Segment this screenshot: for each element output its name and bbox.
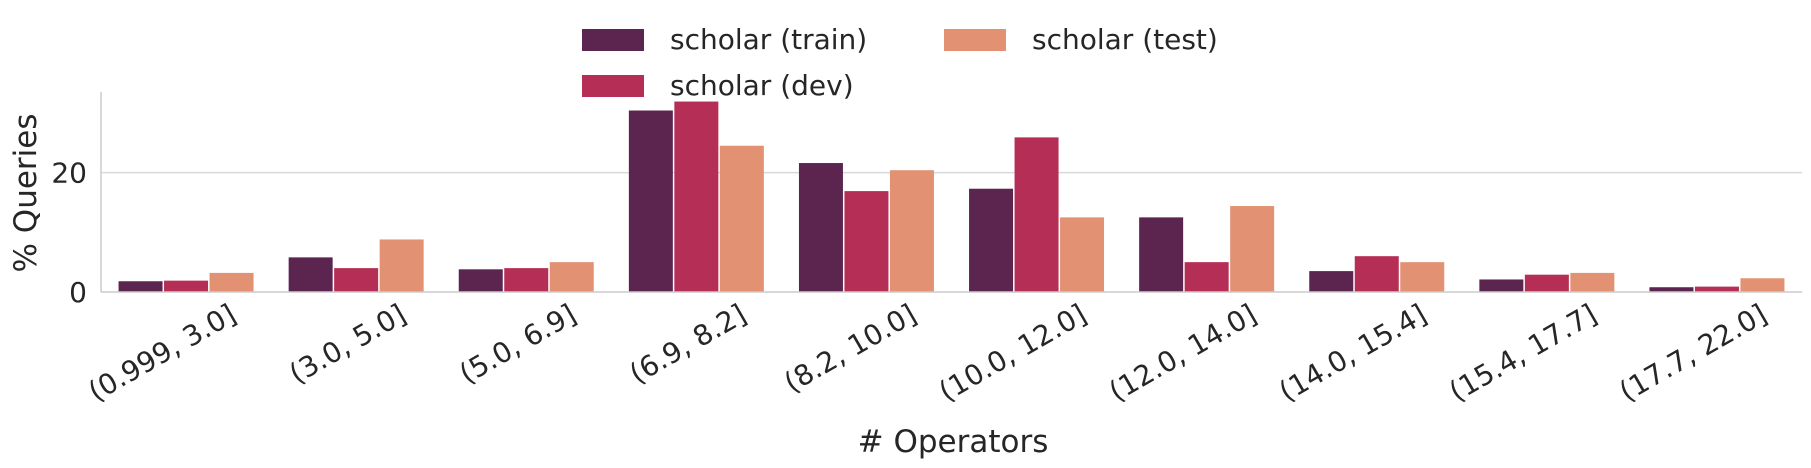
bar-dev bbox=[674, 101, 719, 292]
x-tick-label: (5.0, 6.9] bbox=[454, 297, 582, 390]
y-tick-label: 0 bbox=[69, 276, 87, 309]
bar-dev bbox=[334, 268, 379, 292]
legend-label-test: scholar (test) bbox=[1032, 23, 1218, 56]
legend-swatch-train bbox=[582, 29, 644, 51]
bar-test bbox=[549, 262, 594, 292]
legend-swatch-test bbox=[944, 29, 1006, 51]
bar-test bbox=[1060, 217, 1105, 292]
x-tick-label: (6.9, 8.2] bbox=[624, 297, 752, 390]
bar-dev bbox=[844, 191, 889, 292]
bar-train bbox=[288, 257, 333, 292]
bar-dev bbox=[1014, 137, 1059, 292]
bar-dev bbox=[1694, 286, 1739, 292]
bar-train bbox=[458, 269, 503, 292]
y-tick-label: 20 bbox=[51, 157, 87, 190]
bar-train bbox=[1479, 279, 1524, 292]
bar-test bbox=[379, 239, 424, 292]
bar-dev bbox=[504, 268, 549, 292]
bar-dev bbox=[1524, 274, 1569, 292]
legend-swatch-dev bbox=[582, 75, 644, 97]
x-tick-label: (10.0, 12.0] bbox=[933, 297, 1092, 408]
x-tick-label: (12.0, 14.0] bbox=[1103, 297, 1262, 408]
bar-dev bbox=[164, 280, 209, 292]
x-tick-label: (3.0, 5.0] bbox=[284, 297, 412, 390]
bar-train bbox=[969, 188, 1014, 292]
bar-test bbox=[1230, 206, 1275, 292]
legend: scholar (train) scholar (test) scholar (… bbox=[0, 0, 1811, 110]
legend-label-train: scholar (train) bbox=[670, 23, 868, 56]
bar-train bbox=[1139, 217, 1184, 292]
bar-train bbox=[118, 281, 163, 292]
bar-test bbox=[1400, 262, 1445, 292]
bar-train bbox=[798, 163, 843, 292]
bars bbox=[118, 101, 1785, 292]
x-tick-label: (14.0, 15.4] bbox=[1273, 297, 1432, 408]
bar-train bbox=[628, 110, 673, 292]
x-tick-label: (0.999, 3.0] bbox=[83, 297, 242, 408]
bar-test bbox=[1570, 272, 1615, 292]
x-tick-label: (15.4, 17.7] bbox=[1444, 297, 1603, 408]
bar-dev bbox=[1354, 256, 1399, 292]
legend-item-test: scholar (test) bbox=[944, 26, 1218, 54]
bar-train bbox=[1309, 271, 1354, 292]
bar-train bbox=[1649, 287, 1694, 292]
bar-test bbox=[889, 170, 934, 292]
bar-test bbox=[1740, 278, 1785, 292]
axes bbox=[100, 92, 1802, 293]
bar-test bbox=[719, 145, 764, 292]
legend-label-dev: scholar (dev) bbox=[670, 69, 854, 102]
x-tick-label: (17.7, 22.0] bbox=[1614, 297, 1773, 408]
bar-test bbox=[209, 272, 254, 292]
bar-dev bbox=[1184, 262, 1229, 292]
x-axis-label: # Operators bbox=[858, 424, 1049, 460]
legend-item-train: scholar (train) bbox=[582, 26, 867, 54]
x-tick-label: (8.2, 10.0] bbox=[779, 297, 922, 399]
legend-item-dev: scholar (dev) bbox=[582, 72, 854, 100]
y-axis-label: % Queries bbox=[8, 113, 44, 272]
